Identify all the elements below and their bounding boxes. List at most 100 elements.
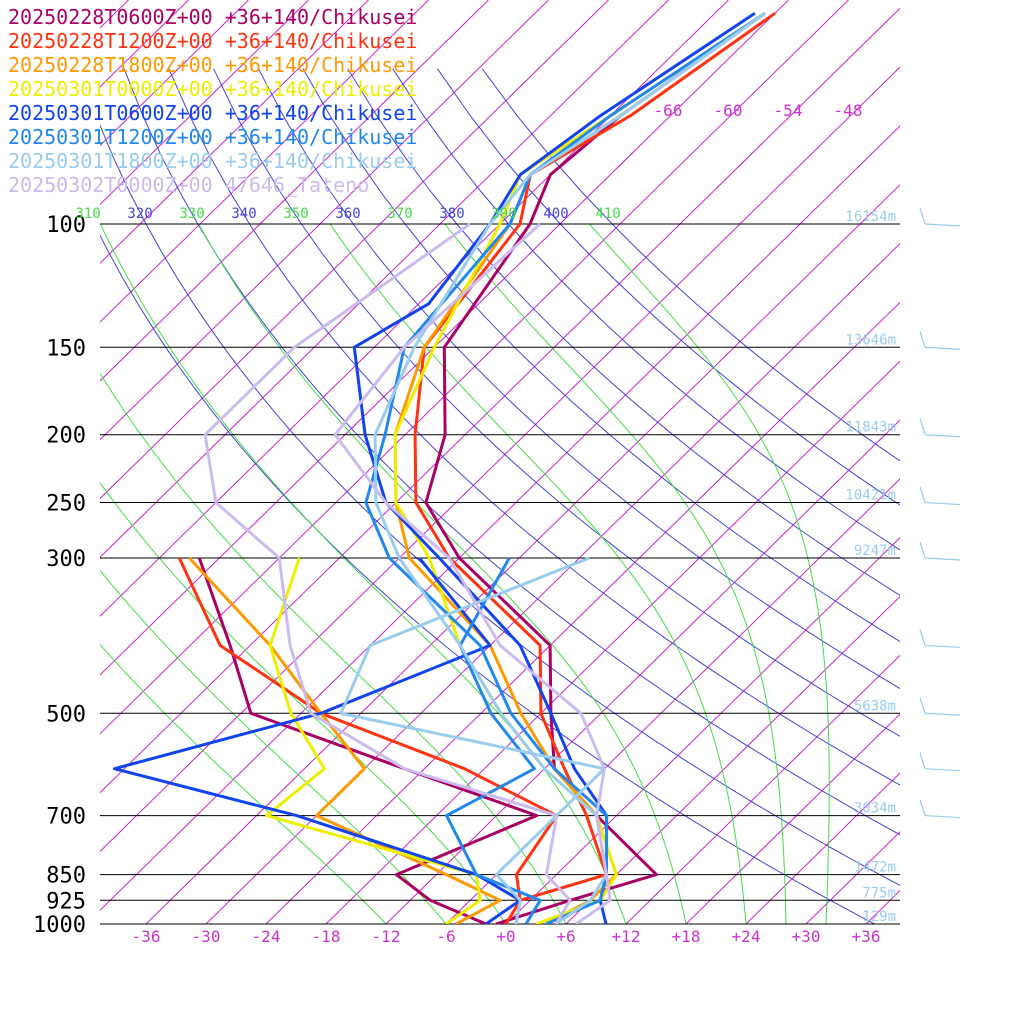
dry-adiabat-line [436,68,900,506]
pressure-tick-label: 100 [46,213,86,238]
isotherm-line [100,0,369,264]
wind-barb [924,644,961,649]
isotherm-line [926,0,1024,924]
temperature-tick-label: +30 [792,927,821,946]
isotherm-line [100,0,789,676]
wind-barb [924,712,961,716]
wind-barb [919,486,926,503]
dry-adiabat-line [100,123,900,886]
legend-entry: 20250301T1800Z+00 +36+140/Chikusei [8,149,417,173]
isotherm-line [100,0,729,617]
wind-barb [919,752,926,769]
isotherm-line [100,0,549,441]
temperature-tick-label: +12 [612,927,641,946]
isotherm-line [325,360,900,924]
temperature-tick-label: -30 [192,927,221,946]
temperature-tick-label: +24 [732,927,761,946]
temperature-tick-label: -36 [132,927,161,946]
temperature-tick-label: +0 [496,927,515,946]
dry-adiabat-line [213,68,900,737]
isotherm-line [805,831,900,924]
temperature-tick-label: +36 [852,927,881,946]
wind-barb [919,331,926,348]
isotherm-line [445,478,900,924]
isotherm-line [986,0,1024,924]
wind-barb [924,768,961,772]
pressure-tick-label: 250 [46,492,86,517]
temperature-tick-label: -18 [312,927,341,946]
temperature-tick-label: +18 [672,927,701,946]
pressure-tick-label: 700 [46,805,86,830]
pressure-tick-label: 200 [46,424,86,449]
theta-label: 310 [75,206,100,222]
theta-label: 390 [491,206,516,222]
dry-adiabat-line [123,68,900,836]
height-label: 13646m [845,332,896,348]
height-label: 11843m [845,420,896,436]
upper-temperature-label: -54 [774,101,803,120]
dewpoint-line [177,557,559,924]
temperature-line [364,12,766,924]
height-label: 775m [862,885,896,901]
legend-entry: 20250302T0000Z+00 47646_Tateno [8,173,369,197]
pressure-tick-label: 150 [46,336,86,361]
height-label: 16154m [845,209,896,225]
legend-entry: 20250228T1800Z+00 +36+140/Chikusei [8,53,417,77]
wind-barb [924,346,961,350]
temperature-line [333,222,612,924]
wind-barb [919,541,926,559]
temperature-tick-label: -6 [436,927,455,946]
isotherm-line [145,184,900,924]
isotherm-line [265,301,900,924]
wind-barb [924,434,961,438]
isotherm-line [745,772,900,924]
theta-label: 350 [283,206,308,222]
wind-barb [924,501,961,506]
isotherm-line [385,419,900,924]
legend-entry: 20250301T0000Z+00 +36+140/Chikusei [8,77,417,101]
isotherm-line [100,0,309,206]
wind-barb [919,697,926,714]
upper-temperature-label: -48 [834,101,863,120]
legend-entry: 20250228T0600Z+00 +36+140/Chikusei [8,5,417,29]
isotherm-line [100,66,900,853]
theta-label: 360 [335,206,360,222]
theta-label: 400 [543,206,568,222]
dewpoint-line [112,557,522,924]
isotherm-line [685,713,900,924]
upper-temperature-label: -66 [654,101,683,120]
isotherm-line [100,0,489,382]
dry-adiabat-line [347,68,900,596]
pressure-tick-label: 1000 [33,913,86,938]
wind-barb [919,207,926,225]
isobars [100,223,900,925]
height-label: 9247m [854,543,896,559]
theta-label: 370 [387,206,412,222]
dry-adiabat-line [392,68,900,551]
wind-barb [919,799,926,816]
isotherm-line [505,537,900,924]
isotherm-line [100,0,429,323]
legend-entry: 20250301T1200Z+00 +36+140/Chikusei [8,125,417,149]
theta-label: 340 [231,206,256,222]
legend: 20250228T0600Z+00 +36+140/Chikusei202502… [8,5,417,197]
dewpoint-line [339,556,606,924]
wind-barb [919,629,926,646]
dewpoint-line [188,556,502,924]
wind-barb [924,557,961,561]
height-label: 10421m [845,488,896,504]
dewpoint-line [203,222,572,924]
temperature-tick-label: -12 [372,927,401,946]
wind-barb [924,814,961,819]
pressure-tick-label: 925 [46,889,86,914]
legend-entry: 20250228T1200Z+00 +36+140/Chikusei [8,29,417,53]
temperature-line [424,12,766,924]
isotherm-line [100,0,669,559]
temperature-line [393,12,766,924]
height-label: 1472m [854,860,896,876]
theta-label: 320 [127,206,152,222]
pressure-tick-label: 850 [46,864,86,889]
legend-entry: 20250301T0600Z+00 +36+140/Chikusei [8,101,417,125]
